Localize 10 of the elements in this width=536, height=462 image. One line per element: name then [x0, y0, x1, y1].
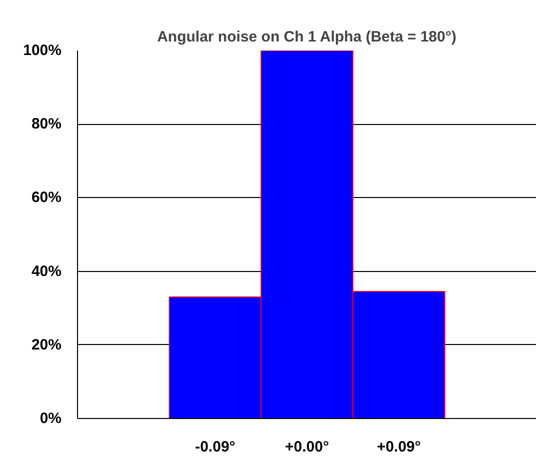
x-tick-label: -0.09°	[195, 438, 236, 456]
y-tick-label: 0%	[40, 410, 62, 427]
y-tick-label: 80%	[31, 116, 62, 133]
y-tick-label: 60%	[31, 189, 62, 206]
x-tick-label: +0.00°	[285, 438, 329, 456]
y-tick-label: 20%	[31, 336, 62, 354]
y-tick-label: 40%	[31, 262, 62, 280]
y-tick-label: 100%	[23, 42, 62, 59]
chart-title: Angular noise on Ch 1 Alpha (Beta = 180°)	[157, 28, 456, 46]
x-tick-label: +0.09°	[376, 438, 421, 456]
